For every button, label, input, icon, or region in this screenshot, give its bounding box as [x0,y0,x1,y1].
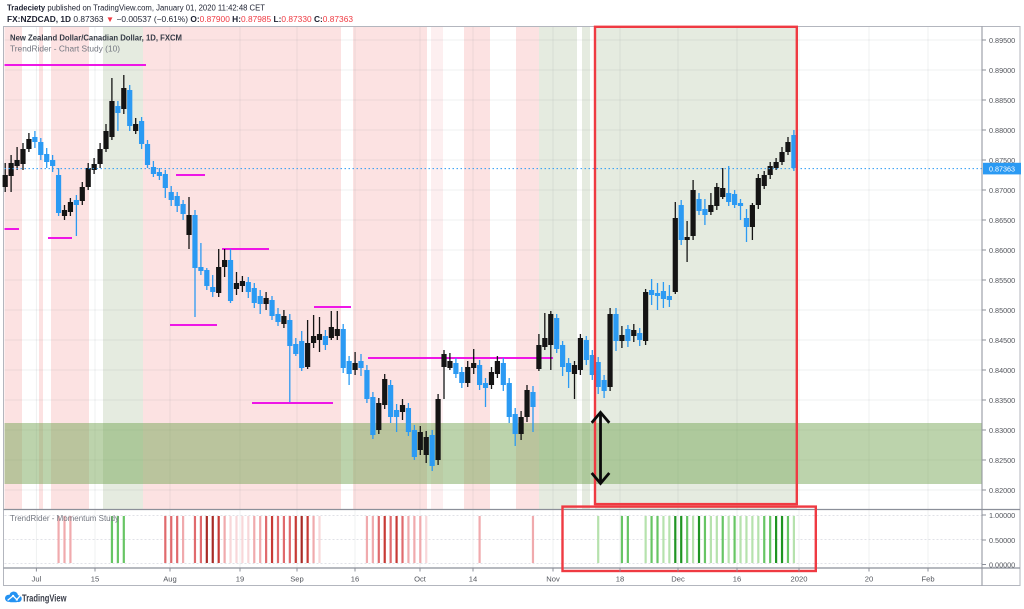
svg-text:Dec: Dec [671,575,685,584]
svg-text:FX:NZDCAD, 1D 0.87363 ▼ −0.00: FX:NZDCAD, 1D 0.87363 ▼ −0.00537 (−0.61%… [7,15,354,24]
svg-text:19: 19 [236,575,244,584]
svg-text:0.86500: 0.86500 [989,216,1015,225]
svg-text:0.87363: 0.87363 [989,165,1015,174]
svg-text:0.85500: 0.85500 [989,276,1015,285]
svg-text:Aug: Aug [163,575,177,584]
svg-text:0.87000: 0.87000 [989,186,1015,195]
svg-text:Jul: Jul [32,575,42,584]
svg-text:TradingView: TradingView [22,593,67,605]
svg-text:Nov: Nov [546,575,560,584]
svg-text:0.88500: 0.88500 [989,96,1015,105]
svg-text:15: 15 [91,575,99,584]
svg-text:Oct: Oct [414,575,427,584]
svg-text:18: 18 [616,575,624,584]
svg-text:0.50000: 0.50000 [989,536,1015,545]
svg-text:0.82500: 0.82500 [989,456,1015,465]
svg-text:0.85000: 0.85000 [989,306,1015,315]
svg-text:0.84000: 0.84000 [989,366,1015,375]
svg-text:0.89000: 0.89000 [989,66,1015,75]
svg-text:1.00000: 1.00000 [989,511,1015,520]
svg-text:14: 14 [469,575,477,584]
svg-text:0.87500: 0.87500 [989,156,1015,165]
svg-text:2020: 2020 [791,575,808,584]
svg-text:TrendRider - Momentum Study: TrendRider - Momentum Study [10,514,120,523]
svg-text:Tradeciety published on Tradin: Tradeciety published on TradingView.com,… [7,4,265,13]
svg-text:0.00000: 0.00000 [989,560,1015,569]
svg-text:0.88000: 0.88000 [989,126,1015,135]
svg-text:16: 16 [733,575,741,584]
svg-text:0.82000: 0.82000 [989,486,1015,495]
svg-text:16: 16 [351,575,359,584]
svg-text:0.83000: 0.83000 [989,426,1015,435]
svg-text:0.83500: 0.83500 [989,396,1015,405]
svg-text:0.89500: 0.89500 [989,36,1015,45]
svg-text:20: 20 [865,575,873,584]
svg-text:New Zealand Dollar/Canadian Do: New Zealand Dollar/Canadian Dollar, 1D, … [10,34,182,43]
svg-text:0.84500: 0.84500 [989,336,1015,345]
svg-text:Feb: Feb [921,575,934,584]
svg-text:Sep: Sep [290,575,304,584]
svg-text:0.86000: 0.86000 [989,246,1015,255]
svg-text:TrendRider - Chart Study (10): TrendRider - Chart Study (10) [10,45,120,54]
